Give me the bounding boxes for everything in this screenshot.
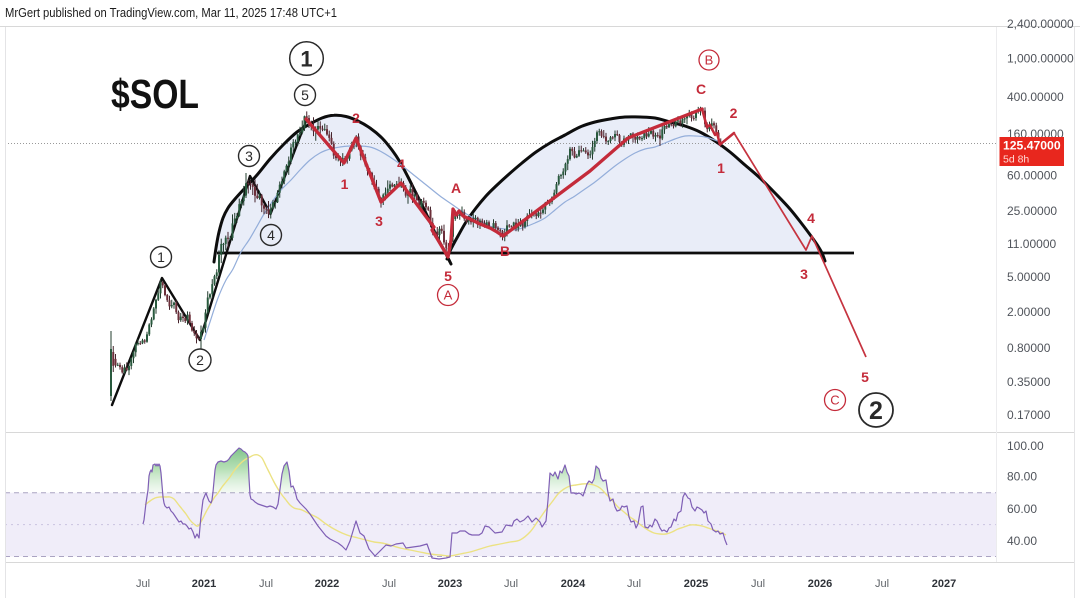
svg-text:A: A: [444, 288, 453, 303]
svg-text:C: C: [696, 81, 706, 97]
svg-text:2025: 2025: [684, 578, 708, 590]
svg-text:1,000.00000: 1,000.00000: [1007, 52, 1074, 66]
svg-text:2,400.00000: 2,400.00000: [1007, 17, 1074, 31]
svg-text:5: 5: [444, 268, 452, 284]
svg-text:2026: 2026: [808, 578, 832, 590]
svg-text:Jul: Jul: [382, 578, 396, 590]
svg-text:11.00000: 11.00000: [1007, 237, 1056, 251]
svg-text:C: C: [830, 393, 839, 408]
svg-text:Jul: Jul: [627, 578, 641, 590]
svg-text:100.00: 100.00: [1007, 439, 1044, 453]
svg-text:Jul: Jul: [136, 578, 150, 590]
svg-text:60.00000: 60.00000: [1007, 169, 1057, 183]
svg-text:2.00000: 2.00000: [1007, 305, 1051, 319]
svg-text:Jul: Jul: [751, 578, 765, 590]
svg-text:0.17000: 0.17000: [1007, 408, 1051, 422]
svg-text:3: 3: [245, 148, 253, 164]
svg-text:Jul: Jul: [259, 578, 273, 590]
svg-text:1: 1: [717, 160, 725, 176]
svg-text:1: 1: [300, 46, 312, 71]
svg-text:5d 8h: 5d 8h: [1003, 154, 1029, 166]
svg-text:25.00000: 25.00000: [1007, 204, 1057, 218]
svg-text:B: B: [500, 243, 510, 259]
svg-text:3: 3: [800, 266, 808, 282]
svg-text:$SOL: $SOL: [111, 71, 199, 117]
svg-text:Jul: Jul: [504, 578, 518, 590]
svg-text:3: 3: [375, 213, 383, 229]
svg-text:80.00: 80.00: [1007, 470, 1037, 484]
svg-text:1: 1: [341, 176, 349, 192]
svg-text:2023: 2023: [438, 578, 462, 590]
svg-text:60.00: 60.00: [1007, 502, 1037, 516]
svg-text:2: 2: [869, 397, 883, 425]
svg-text:2: 2: [196, 352, 204, 368]
svg-text:1: 1: [157, 249, 165, 265]
svg-text:Jul: Jul: [875, 578, 889, 590]
svg-text:2027: 2027: [932, 578, 956, 590]
svg-text:4: 4: [397, 156, 405, 172]
svg-text:125.47000: 125.47000: [1003, 139, 1061, 153]
svg-text:0.35000: 0.35000: [1007, 375, 1051, 389]
svg-text:4: 4: [267, 227, 275, 243]
svg-text:MrGert published on TradingVie: MrGert published on TradingView.com, Mar…: [5, 6, 337, 20]
svg-text:B: B: [705, 53, 714, 68]
svg-text:2: 2: [352, 110, 360, 126]
svg-text:5: 5: [861, 369, 869, 385]
svg-text:5: 5: [301, 87, 309, 103]
svg-text:4: 4: [807, 210, 815, 226]
svg-text:40.00: 40.00: [1007, 534, 1037, 548]
svg-text:A: A: [451, 180, 461, 196]
svg-text:400.00000: 400.00000: [1007, 90, 1064, 104]
svg-text:2021: 2021: [192, 578, 216, 590]
svg-text:2022: 2022: [315, 578, 339, 590]
svg-text:2024: 2024: [561, 578, 586, 590]
svg-text:5.00000: 5.00000: [1007, 270, 1051, 284]
svg-text:2: 2: [730, 105, 738, 121]
svg-text:0.80000: 0.80000: [1007, 341, 1051, 355]
